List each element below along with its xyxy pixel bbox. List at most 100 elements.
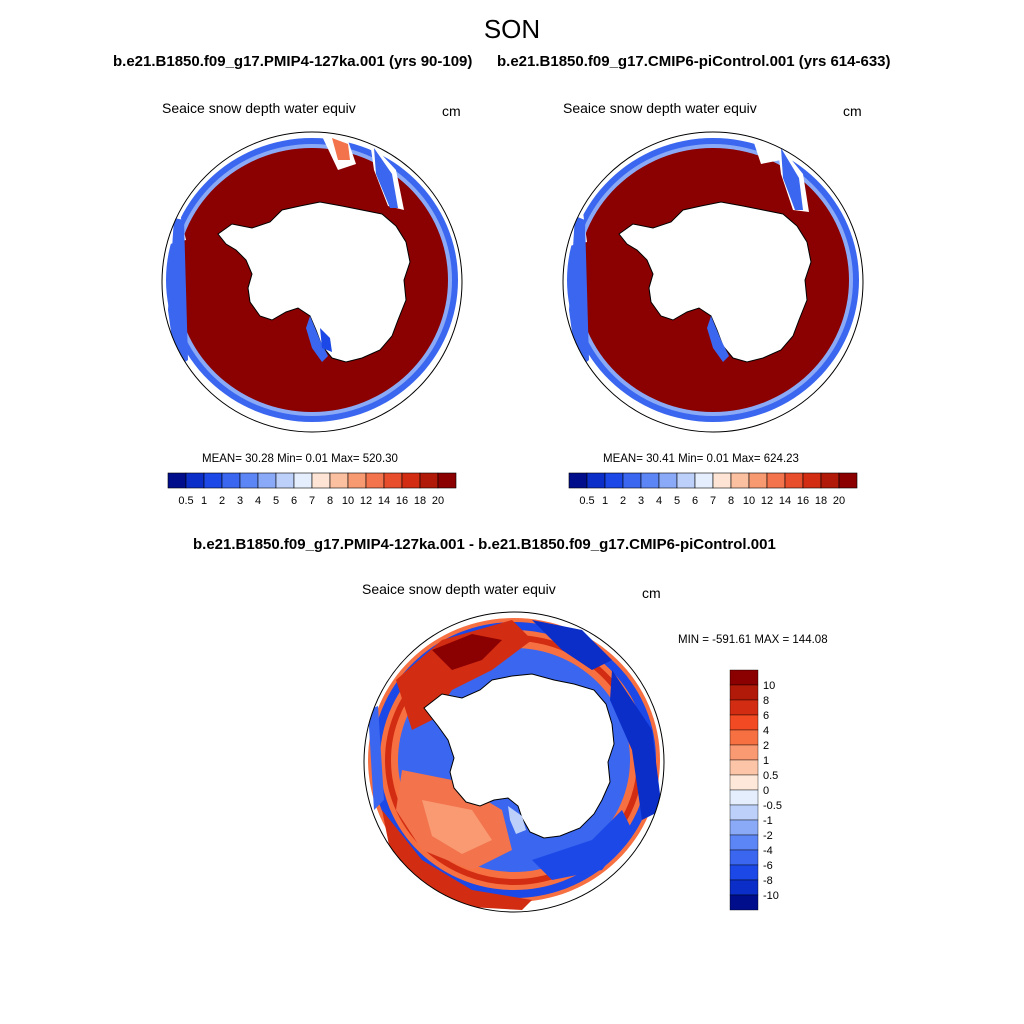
colorbar-tick-label: 5 xyxy=(273,495,279,507)
colorbar-tick-label: 4 xyxy=(255,495,261,507)
colorbar-swatch xyxy=(820,472,840,489)
colorbar-swatch xyxy=(729,714,759,731)
colorbar-tick-label: 16 xyxy=(396,495,408,507)
right-units: cm xyxy=(843,103,862,119)
diff-case-title: b.e21.B1850.f09_g17.PMIP4-127ka.001 - b.… xyxy=(193,536,776,553)
antarctica-outline xyxy=(618,201,812,363)
colorbar-swatch xyxy=(257,472,277,489)
colorbar-swatch xyxy=(221,472,241,489)
colorbar-swatch xyxy=(275,472,295,489)
colorbar-tick-label: 7 xyxy=(309,495,315,507)
colorbar-swatch xyxy=(802,472,822,489)
colorbar-swatch xyxy=(729,804,759,821)
colorbar-tick-label: 1 xyxy=(763,755,769,767)
colorbar-swatch xyxy=(347,472,367,489)
right-colorbar: 0.5 1 2 3 4 5 6 7 8 10 12 14 16 18 20 xyxy=(568,472,858,507)
colorbar-swatch xyxy=(293,472,313,489)
colorbar-swatch xyxy=(838,472,858,489)
colorbar-swatch xyxy=(748,472,768,489)
colorbar-tick-label: 20 xyxy=(833,495,845,507)
left-colorbar: 0.5 1 2 3 4 5 6 7 8 10 12 14 16 18 20 xyxy=(167,472,457,507)
colorbar-swatch xyxy=(729,699,759,716)
colorbar-tick-label: 10 xyxy=(743,495,755,507)
colorbar-tick-label: -6 xyxy=(763,860,773,872)
colorbar-swatch xyxy=(383,472,403,489)
colorbar-swatch xyxy=(167,472,187,489)
colorbar-tick-label: 7 xyxy=(710,495,716,507)
colorbar-tick-label: 14 xyxy=(378,495,390,507)
colorbar-tick-label: 8 xyxy=(763,695,769,707)
colorbar-tick-label: 8 xyxy=(728,495,734,507)
colorbar-swatch xyxy=(311,472,331,489)
colorbar-swatch xyxy=(604,472,624,489)
colorbar-tick-label: 6 xyxy=(692,495,698,507)
antarctica-outline xyxy=(423,673,615,839)
colorbar-tick-label: 6 xyxy=(763,710,769,722)
season-title: SON xyxy=(483,14,541,44)
colorbar-tick-label: -8 xyxy=(763,875,773,887)
colorbar-swatch xyxy=(622,472,642,489)
colorbar-swatch xyxy=(729,819,759,836)
colorbar-tick-label: 4 xyxy=(656,495,662,507)
colorbar-tick-label: 0 xyxy=(763,785,769,797)
colorbar-tick-label: 4 xyxy=(763,725,769,737)
diff-polar-map xyxy=(363,611,665,913)
colorbar-tick-label: 0.5 xyxy=(178,495,193,507)
colorbar-swatch xyxy=(766,472,786,489)
colorbar-swatch xyxy=(365,472,385,489)
colorbar-swatch xyxy=(729,774,759,791)
colorbar-tick-label: 3 xyxy=(638,495,644,507)
colorbar-swatch xyxy=(640,472,660,489)
colorbar-tick-label: 12 xyxy=(360,495,372,507)
colorbar-swatch xyxy=(185,472,205,489)
colorbar-tick-label: 8 xyxy=(327,495,333,507)
left-stats: MEAN= 30.28 Min= 0.01 Max= 520.30 xyxy=(202,453,398,465)
colorbar-swatch xyxy=(329,472,349,489)
colorbar-tick-label: 3 xyxy=(237,495,243,507)
colorbar-tick-label: 6 xyxy=(291,495,297,507)
left-polar-map xyxy=(161,131,463,433)
right-stats: MEAN= 30.41 Min= 0.01 Max= 624.23 xyxy=(603,453,799,465)
colorbar-swatch xyxy=(203,472,223,489)
colorbar-swatch xyxy=(729,684,759,701)
colorbar-swatch xyxy=(729,789,759,806)
colorbar-swatch xyxy=(729,864,759,881)
colorbar-tick-label: 18 xyxy=(815,495,827,507)
colorbar-swatch xyxy=(437,472,457,489)
colorbar-tick-label: 20 xyxy=(432,495,444,507)
colorbar-tick-label: 14 xyxy=(779,495,791,507)
colorbar-swatch xyxy=(419,472,439,489)
colorbar-swatch xyxy=(729,894,759,911)
colorbar-tick-label: 10 xyxy=(342,495,354,507)
colorbar-swatch xyxy=(694,472,714,489)
colorbar-swatch xyxy=(729,759,759,776)
colorbar-tick-label: -4 xyxy=(763,845,773,857)
colorbar-swatch xyxy=(729,729,759,746)
colorbar-tick-label: 18 xyxy=(414,495,426,507)
colorbar-tick-label: 2 xyxy=(763,740,769,752)
colorbar-swatch xyxy=(730,472,750,489)
colorbar-tick-label: 10 xyxy=(763,680,775,692)
diff-variable-title: Seaice snow depth water equiv xyxy=(362,581,556,597)
colorbar-swatch xyxy=(784,472,804,489)
colorbar-swatch xyxy=(729,879,759,896)
colorbar-swatch xyxy=(729,849,759,866)
colorbar-tick-label: 1 xyxy=(201,495,207,507)
right-case-title: b.e21.B1850.f09_g17.CMIP6-piControl.001 … xyxy=(497,53,891,70)
colorbar-tick-label: -10 xyxy=(763,890,779,902)
right-variable-title: Seaice snow depth water equiv xyxy=(563,100,757,116)
left-units: cm xyxy=(442,103,461,119)
colorbar-swatch xyxy=(729,834,759,851)
diff-units: cm xyxy=(642,585,661,601)
colorbar-swatch xyxy=(712,472,732,489)
colorbar-tick-label: -2 xyxy=(763,830,773,842)
colorbar-swatch xyxy=(658,472,678,489)
colorbar-tick-label: 12 xyxy=(761,495,773,507)
colorbar-swatch xyxy=(729,744,759,761)
right-polar-map xyxy=(562,131,864,433)
left-case-title: b.e21.B1850.f09_g17.PMIP4-127ka.001 (yrs… xyxy=(113,53,473,70)
colorbar-tick-label: 16 xyxy=(797,495,809,507)
colorbar-swatch xyxy=(676,472,696,489)
colorbar-swatch xyxy=(239,472,259,489)
antarctica-outline xyxy=(217,201,411,363)
